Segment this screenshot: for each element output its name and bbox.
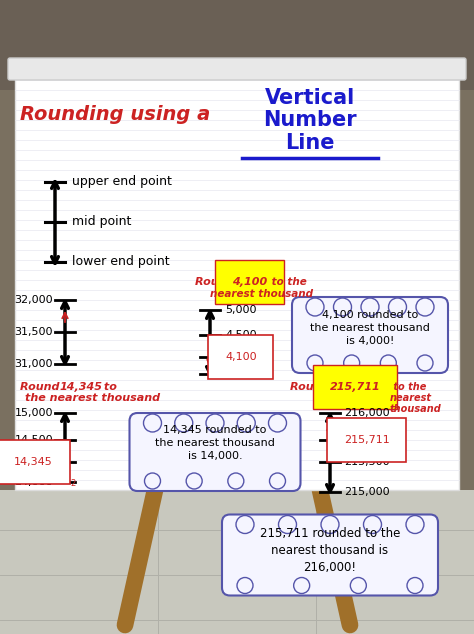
Text: 32,000: 32,000 — [14, 295, 53, 305]
Text: 4,000: 4,000 — [225, 369, 256, 379]
Circle shape — [321, 515, 339, 533]
Text: Round: Round — [195, 277, 238, 287]
Text: 4,100 rounded to
the nearest thousand
is 4,000!: 4,100 rounded to the nearest thousand is… — [310, 310, 430, 346]
Circle shape — [364, 515, 382, 533]
Text: 4,000: 4,000 — [225, 369, 256, 379]
Circle shape — [236, 515, 254, 533]
Text: 215,711: 215,711 — [330, 382, 381, 392]
Circle shape — [307, 355, 323, 371]
Text: 4,100: 4,100 — [225, 352, 256, 362]
Circle shape — [279, 515, 297, 533]
FancyBboxPatch shape — [8, 58, 466, 80]
Circle shape — [417, 355, 433, 371]
Text: 215,000: 215,000 — [344, 487, 390, 497]
Circle shape — [344, 355, 360, 371]
Circle shape — [206, 414, 224, 432]
Circle shape — [294, 578, 310, 593]
Circle shape — [406, 515, 424, 533]
Circle shape — [186, 473, 202, 489]
Text: mid point: mid point — [72, 216, 131, 228]
FancyBboxPatch shape — [129, 413, 301, 491]
Text: to the: to the — [268, 277, 307, 287]
Text: 215,711 rounded to the
nearest thousand is
216,000!: 215,711 rounded to the nearest thousand … — [260, 527, 400, 574]
Text: nearest: nearest — [390, 393, 432, 403]
Text: 14,500: 14,500 — [14, 435, 53, 445]
Circle shape — [389, 298, 407, 316]
Circle shape — [270, 473, 285, 489]
Text: Round: Round — [20, 382, 64, 392]
Text: 2: 2 — [70, 479, 75, 489]
Text: the nearest thousand: the nearest thousand — [25, 393, 160, 403]
Circle shape — [228, 473, 244, 489]
Circle shape — [350, 578, 366, 593]
Circle shape — [144, 414, 162, 432]
Polygon shape — [0, 0, 474, 90]
Circle shape — [361, 298, 379, 316]
Circle shape — [237, 578, 253, 593]
Text: 14,345: 14,345 — [60, 382, 103, 392]
Text: 31,500: 31,500 — [15, 327, 53, 337]
Text: nearest thousand: nearest thousand — [210, 289, 313, 299]
Text: thousand: thousand — [390, 404, 442, 414]
Circle shape — [145, 473, 161, 489]
Circle shape — [306, 298, 324, 316]
Text: 14,000: 14,000 — [14, 477, 53, 487]
Text: 31,000: 31,000 — [15, 359, 53, 369]
Circle shape — [416, 298, 434, 316]
FancyBboxPatch shape — [15, 65, 459, 490]
Circle shape — [175, 414, 193, 432]
FancyBboxPatch shape — [292, 297, 448, 373]
Text: upper end point: upper end point — [72, 176, 172, 188]
Text: 14,345 rounded to
the nearest thousand
is 14,000.: 14,345 rounded to the nearest thousand i… — [155, 425, 275, 462]
Text: to: to — [100, 382, 117, 392]
Text: lower end point: lower end point — [72, 256, 170, 269]
Text: to the: to the — [390, 382, 427, 392]
FancyBboxPatch shape — [222, 515, 438, 595]
Text: Round: Round — [290, 382, 333, 392]
Text: 5,000: 5,000 — [225, 305, 256, 315]
Circle shape — [380, 355, 396, 371]
Text: 215,711: 215,711 — [344, 435, 390, 445]
Text: 215,500: 215,500 — [344, 457, 390, 467]
Circle shape — [334, 298, 352, 316]
Polygon shape — [0, 490, 474, 634]
Text: 4,100: 4,100 — [232, 277, 267, 287]
Text: 14,000: 14,000 — [14, 477, 53, 487]
Text: 14,345: 14,345 — [14, 457, 53, 467]
Text: 4,500: 4,500 — [225, 330, 256, 340]
Text: Vertical
Number
Line: Vertical Number Line — [263, 88, 357, 153]
Circle shape — [237, 414, 255, 432]
Circle shape — [268, 414, 286, 432]
Text: Rounding using a: Rounding using a — [20, 105, 217, 124]
Text: 216,000: 216,000 — [344, 408, 390, 418]
Text: R: R — [262, 365, 268, 373]
Circle shape — [407, 578, 423, 593]
Text: 15,000: 15,000 — [15, 408, 53, 418]
